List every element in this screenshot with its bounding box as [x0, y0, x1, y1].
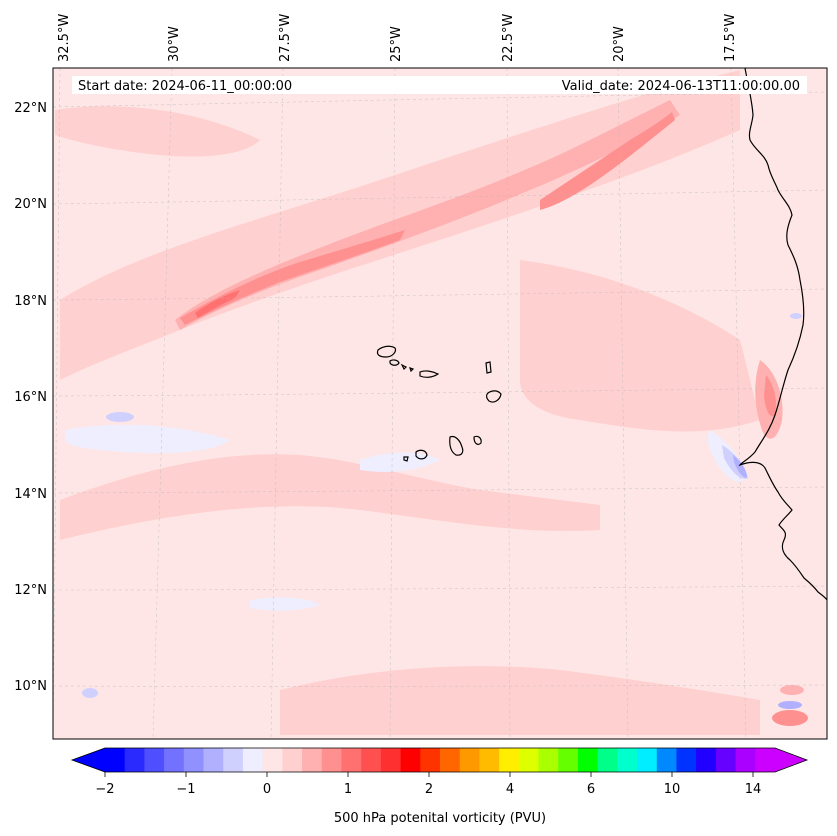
- pv-coastal-core: [764, 375, 776, 417]
- colorbar-cell: [361, 748, 382, 772]
- colorbar-cell: [440, 748, 461, 772]
- colorbar-cell: [715, 748, 737, 772]
- lon-label: 30°W: [167, 26, 182, 62]
- lon-label: 17.5°W: [723, 14, 738, 62]
- colorbar-cell: [105, 748, 126, 772]
- colorbar-cell: [597, 748, 618, 772]
- lat-label: 16°N: [14, 390, 47, 405]
- graticule: [53, 68, 827, 739]
- pv-jet-strong-2: [540, 112, 675, 210]
- pv-neg-9: [360, 452, 440, 472]
- colorbar-tick-label: 2: [425, 782, 433, 797]
- colorbar-cell: [696, 748, 717, 772]
- colorbar-cell: [459, 748, 480, 772]
- colorbar-cell: [420, 748, 441, 772]
- colorbar-cell: [735, 748, 756, 772]
- colorbar-cell: [124, 748, 145, 772]
- colorbar-cell: [282, 748, 303, 772]
- pv-jet-strong: [180, 230, 405, 325]
- pv-band-light-5: [280, 666, 760, 735]
- colorbar-cell: [577, 748, 599, 772]
- colorbar-cell: [242, 748, 264, 772]
- colorbar-tick-label: 14: [745, 782, 762, 797]
- pv-anomaly-br2: [780, 685, 804, 695]
- colorbar-cell: [400, 748, 421, 772]
- colorbar-cell: [656, 748, 677, 772]
- colorbar-cell: [755, 748, 776, 772]
- colorbar-cell: [637, 748, 658, 772]
- pv-contours: [55, 70, 808, 735]
- colorbar-under-arrow: [72, 748, 105, 772]
- info-box: [72, 76, 807, 94]
- colorbar-cell: [203, 748, 224, 772]
- lat-label: 14°N: [14, 487, 47, 502]
- colorbar-cell: [223, 748, 244, 772]
- pv-neg-8: [790, 313, 802, 319]
- africa-coastline: [738, 68, 827, 601]
- pv-neg-6: [82, 688, 98, 698]
- colorbar-cell: [479, 748, 500, 772]
- pv-band-light-4: [520, 260, 760, 432]
- lon-label: 20°W: [612, 26, 627, 62]
- colorbar-cell: [144, 748, 165, 772]
- colorbar-cell: [380, 748, 402, 772]
- pv-neg-7: [778, 701, 802, 709]
- start-date-text: Start date: 2024-06-11_00:00:00: [78, 79, 292, 94]
- lon-label: 25°W: [389, 26, 404, 62]
- colorbar: −2 −1 0 1 2 4 6 10 14 500 hPa potenital vorticit…: [70, 747, 809, 826]
- colorbar-cell: [164, 748, 185, 772]
- colorbar-label: 500 hPa potenital vorticity (PVU): [334, 811, 546, 826]
- colorbar-cell: [262, 748, 283, 772]
- pv-anomaly-br1: [772, 710, 808, 726]
- valid-date-text: Valid_date: 2024-06-13T11:00:00.00: [562, 79, 800, 94]
- colorbar-cell: [676, 748, 697, 772]
- colorbar-cell: [518, 748, 540, 772]
- colorbar-tick-label: 4: [506, 782, 514, 797]
- map-panel: [53, 68, 827, 739]
- lon-label: 27.5°W: [278, 14, 293, 62]
- colorbar-cell: [302, 748, 323, 772]
- colorbar-tick-label: 10: [664, 782, 681, 797]
- longitude-labels: 32.5°W 30°W 27.5°W 25°W 22.5°W 20°W 17.5…: [57, 14, 738, 62]
- latitude-labels: 22°N 20°N 18°N 16°N 14°N 12°N 10°N: [14, 101, 47, 694]
- colorbar-over-arrow: [775, 748, 807, 772]
- lon-label: 22.5°W: [501, 14, 516, 62]
- lat-label: 18°N: [14, 294, 47, 309]
- lat-label: 20°N: [14, 197, 47, 212]
- pv-neg-2: [106, 412, 134, 422]
- pv-neg-1: [65, 424, 230, 453]
- colorbar-ticks: −2 −1 0 1 2 4 6 10 14: [95, 772, 761, 797]
- lat-label: 10°N: [14, 679, 47, 694]
- colorbar-cell: [558, 748, 579, 772]
- lon-label: 32.5°W: [57, 14, 72, 62]
- pv-neg-10: [250, 597, 320, 611]
- colorbar-cell: [499, 748, 520, 772]
- colorbar-tick-label: 1: [344, 782, 352, 797]
- colorbar-cells: [105, 748, 776, 772]
- colorbar-tick-label: 6: [587, 782, 595, 797]
- colorbar-tick-label: 0: [263, 782, 271, 797]
- colorbar-cell: [617, 748, 638, 772]
- colorbar-tick-label: −1: [176, 782, 195, 797]
- colorbar-cell: [341, 748, 362, 772]
- colorbar-cell: [183, 748, 205, 772]
- map-frame: [52, 67, 828, 740]
- colorbar-cell: [321, 748, 342, 772]
- pv-band-light-3: [60, 454, 600, 540]
- cape-verde-islands: [376, 345, 502, 462]
- pv-band-light-2: [55, 106, 260, 157]
- colorbar-cell: [538, 748, 559, 772]
- lat-label: 12°N: [14, 583, 47, 598]
- pv-jet-core: [195, 290, 240, 318]
- colorbar-tick-label: −2: [95, 782, 114, 797]
- lat-label: 22°N: [14, 101, 47, 116]
